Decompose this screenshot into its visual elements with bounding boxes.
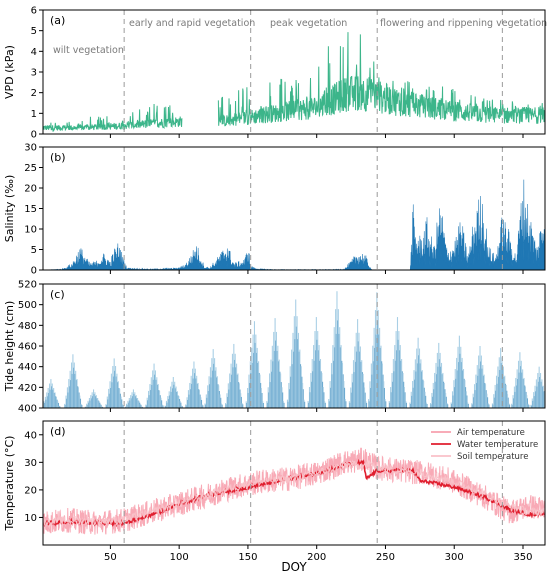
y-tick-label: 10 [24,225,37,236]
y-tick-label: 1 [31,109,37,120]
y-tick-label: 460 [18,342,37,353]
panel-b: 0 5 10 15 20 25 30 Salinity (‰) (b) [3,143,546,277]
y-tick-label: 520 [18,280,37,291]
tide-cycle-200 [307,317,326,408]
tide-cycle-274 [409,337,428,408]
x-tick-label: 150 [238,552,257,563]
y-tick-label: 20 [24,184,37,195]
x-tick-label: 350 [513,552,532,563]
x-tick-label: 250 [376,552,395,563]
legend: Air temperature Water temperature Soil tem… [431,428,538,462]
tide-cycle-289 [429,342,449,408]
y-tick-label: 4 [31,47,37,58]
y-tick-label: 30 [24,458,37,469]
vpd-series-line [43,32,545,133]
panel-a: wilt vegetation early and rapid vegetatio… [3,6,547,141]
tide-cycle-111 [185,361,204,408]
tide-cycle-82 [145,363,164,408]
legend-label: Soil temperature [457,452,528,462]
salinity-series-area [43,179,545,270]
y-axis-label: VPD (kPa) [3,45,16,99]
y-tick-label: 40 [24,430,37,441]
tide-cycle-23 [64,354,83,408]
y-tick-label: 5 [31,245,37,256]
tide-cycle-125 [204,349,223,408]
panel-label: (c) [50,288,65,301]
tide-cycle-140 [225,343,244,408]
y-tick-label: 30 [24,143,37,154]
x-tick-label: 50 [104,552,117,563]
y-tick-label: 0 [31,130,37,141]
panel-d: Air temperature Water temperature Soil tem… [3,420,546,563]
tide-cycle-244 [368,292,387,408]
x-tick-label: 300 [445,552,464,563]
legend-label: Water temperature [457,440,538,450]
tide-cycle-170 [266,318,285,408]
y-tick-label: 480 [18,321,37,332]
plot-frame [42,420,546,546]
phase-label: wilt vegetation [53,45,124,56]
plot-area [43,447,545,535]
plot-area [43,179,545,270]
tide-cycle-96 [164,377,183,408]
y-tick-label: 400 [18,404,37,415]
tide-cycle-259 [388,317,407,408]
tide-cycle-304 [450,335,469,408]
y-axis-label: Salinity (‰) [3,175,16,243]
legend-label: Air temperature [457,428,525,438]
y-tick-label: 3 [31,68,37,79]
y-tick-label: 420 [18,383,37,394]
y-tick-label: 20 [24,485,37,496]
tide-cycle-7 [43,379,61,408]
plot-area [43,291,545,408]
y-tick-label: 6 [31,6,37,17]
tide-cycle-319 [471,346,490,408]
x-axis-label: DOY [281,560,307,574]
y-tick-label: 25 [24,163,37,174]
x-tick-label: 200 [307,552,326,563]
y-tick-label: 5 [31,26,37,37]
tide-cycle-362 [530,366,545,408]
y-tick-label: 10 [24,513,37,524]
tide-cycle-185 [286,299,306,408]
tide-cycle-230 [348,319,368,408]
y-axis-label: Temperature (°C) [3,436,16,532]
tide-cycle-334 [491,348,511,408]
phase-label: early and rapid vegetation [129,18,255,29]
tide-cycle-215 [328,291,347,408]
x-tick-label: 100 [170,552,189,563]
plot-area [43,32,545,133]
panel-label: (a) [50,14,65,27]
tide-cycle-38 [84,389,104,408]
y-axis-label: Tide height (cm) [3,301,16,393]
phase-label: peak vegetation [270,18,347,29]
tide-cycle-348 [511,352,530,408]
tide-cycle-67 [124,389,143,408]
tide-cycle-53 [105,358,124,408]
y-tick-label: 440 [18,362,37,373]
panel-label: (b) [50,151,66,164]
series-line-soil-temperature [43,459,545,527]
y-tick-label: 0 [31,266,37,277]
phase-label: flowering and rippening vegetation [380,18,547,29]
panel-label: (d) [50,425,66,438]
y-tick-label: 2 [31,88,37,99]
y-tick-label: 500 [18,300,37,311]
tide-cycle-155 [245,321,264,408]
y-tick-label: 15 [24,204,37,215]
